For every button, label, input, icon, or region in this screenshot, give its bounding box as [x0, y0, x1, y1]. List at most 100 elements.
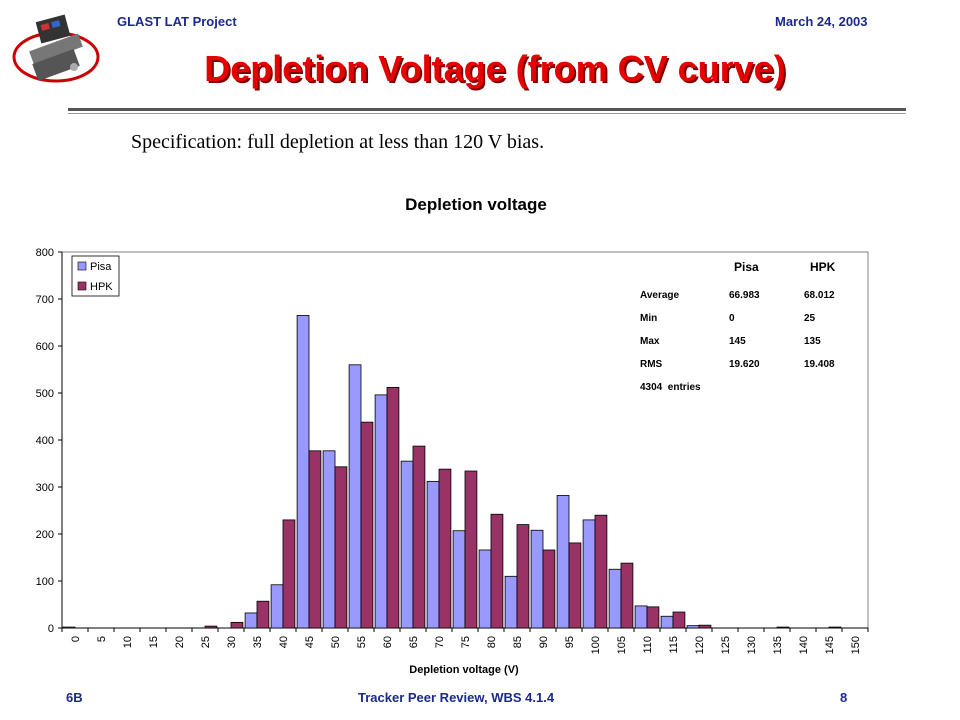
y-axis: 0 100 200 300 400 500 600 700 800: [36, 247, 63, 635]
bar-pisa: [452, 530, 466, 629]
stats-entries: 4304 entries: [640, 382, 701, 393]
legend-label-hpk: HPK: [90, 281, 113, 293]
bar-hpk: [646, 606, 660, 629]
x-tick-label: 140: [798, 636, 810, 654]
bar-pisa: [686, 625, 700, 629]
footer-title: Tracker Peer Review, WBS 4.1.4: [358, 690, 555, 705]
legend-swatch-hpk: [77, 281, 87, 291]
title-divider: [68, 108, 906, 111]
bar-pisa: [556, 495, 570, 629]
x-tick-label: 145: [824, 636, 836, 654]
bar-hpk: [594, 514, 608, 629]
x-tick-label: 150: [850, 636, 862, 654]
stats-row-hpk: 25: [804, 313, 816, 324]
x-tick-label: 115: [668, 636, 680, 654]
y-tick-label: 100: [36, 576, 54, 588]
stats-row-label: Average: [640, 290, 680, 301]
bar-pisa: [348, 364, 362, 629]
bar-hpk: [360, 421, 374, 629]
y-tick-label: 200: [36, 529, 54, 541]
x-tick-label: 55: [356, 636, 368, 648]
x-tick-label: 20: [174, 636, 186, 648]
stats-row-label: Max: [640, 336, 660, 347]
bar-hpk: [620, 562, 634, 629]
x-tick-label: 135: [772, 636, 784, 654]
x-tick-label: 65: [408, 636, 420, 648]
bar-hpk: [464, 470, 478, 629]
bar-pisa: [62, 626, 76, 629]
x-tick-label: 10: [122, 636, 134, 648]
title-divider-thin: [68, 113, 906, 114]
x-tick-label: 130: [746, 636, 758, 654]
footer-page-number: 8: [840, 690, 848, 705]
y-tick-label: 500: [36, 388, 54, 400]
y-tick-label: 700: [36, 294, 54, 306]
bar-hpk: [282, 519, 296, 629]
x-tick-label: 110: [642, 636, 654, 654]
bar-hpk: [776, 626, 790, 629]
bar-hpk: [542, 549, 556, 629]
x-tick-label: 85: [512, 636, 524, 648]
bar-hpk: [334, 466, 348, 629]
stats-row-hpk: 19.408: [804, 359, 835, 370]
bar-hpk: [438, 468, 452, 629]
x-tick-label: 5: [96, 636, 108, 642]
x-tick-label: 90: [538, 636, 550, 648]
header-project: GLAST LAT Project: [117, 14, 237, 29]
stats-row-label: RMS: [640, 359, 663, 370]
bar-hpk: [412, 445, 426, 629]
y-tick-label: 600: [36, 341, 54, 353]
bar-hpk: [490, 513, 504, 629]
bars: [62, 315, 842, 629]
bar-pisa: [270, 584, 284, 629]
slide-title-wrap: Depletion Voltage (from CV curve): [0, 48, 960, 90]
x-tick-label: 30: [226, 636, 238, 648]
x-tick-label: 125: [720, 636, 732, 654]
x-tick-label: 35: [252, 636, 264, 648]
x-tick-label: 15: [148, 636, 160, 648]
bar-hpk: [516, 524, 530, 629]
header-date: March 24, 2003: [775, 14, 868, 29]
bar-pisa: [530, 529, 544, 629]
x-tick-label: 100: [590, 636, 602, 654]
bar-hpk: [308, 450, 322, 629]
y-tick-label: 0: [48, 623, 54, 635]
x-tick-label: 95: [564, 636, 576, 648]
x-tick-label: 45: [304, 636, 316, 648]
bar-hpk: [230, 621, 244, 629]
y-tick-label: 400: [36, 435, 54, 447]
x-tick-label: 105: [616, 636, 628, 654]
stats-row-label: Min: [640, 313, 657, 324]
bar-pisa: [660, 615, 674, 629]
stats-row-pisa: 19.620: [729, 359, 760, 370]
slide-title: Depletion Voltage (from CV curve): [204, 48, 786, 89]
x-tick-label: 120: [694, 636, 706, 654]
x-tick-label: 70: [434, 636, 446, 648]
bar-hpk: [204, 625, 218, 629]
x-tick-label: 60: [382, 636, 394, 648]
legend-label-pisa: Pisa: [90, 261, 112, 273]
x-tick-label: 40: [278, 636, 290, 648]
x-axis-label: Depletion voltage (V): [409, 664, 519, 676]
bar-pisa: [374, 394, 388, 629]
glast-logo-icon: [12, 14, 100, 83]
specification-text: Specification: full depletion at less th…: [131, 131, 545, 153]
x-tick-label: 0: [70, 636, 82, 642]
bar-hpk: [386, 386, 400, 629]
legend-swatch-pisa: [77, 261, 87, 271]
footer-section: 6B: [66, 690, 83, 705]
bar-hpk: [672, 611, 686, 629]
bar-pisa: [400, 460, 414, 629]
bar-pisa: [296, 315, 310, 629]
stats-header-hpk: HPK: [810, 260, 836, 274]
bar-pisa: [582, 519, 596, 629]
stats-row-pisa: 145: [729, 336, 746, 347]
bar-hpk: [828, 626, 842, 629]
bar-pisa: [608, 568, 622, 629]
bar-pisa: [634, 605, 648, 629]
bar-pisa: [504, 575, 518, 629]
bar-pisa: [478, 549, 492, 629]
stats-row-hpk: 68.012: [804, 290, 835, 301]
x-tick-label: 75: [460, 636, 472, 648]
